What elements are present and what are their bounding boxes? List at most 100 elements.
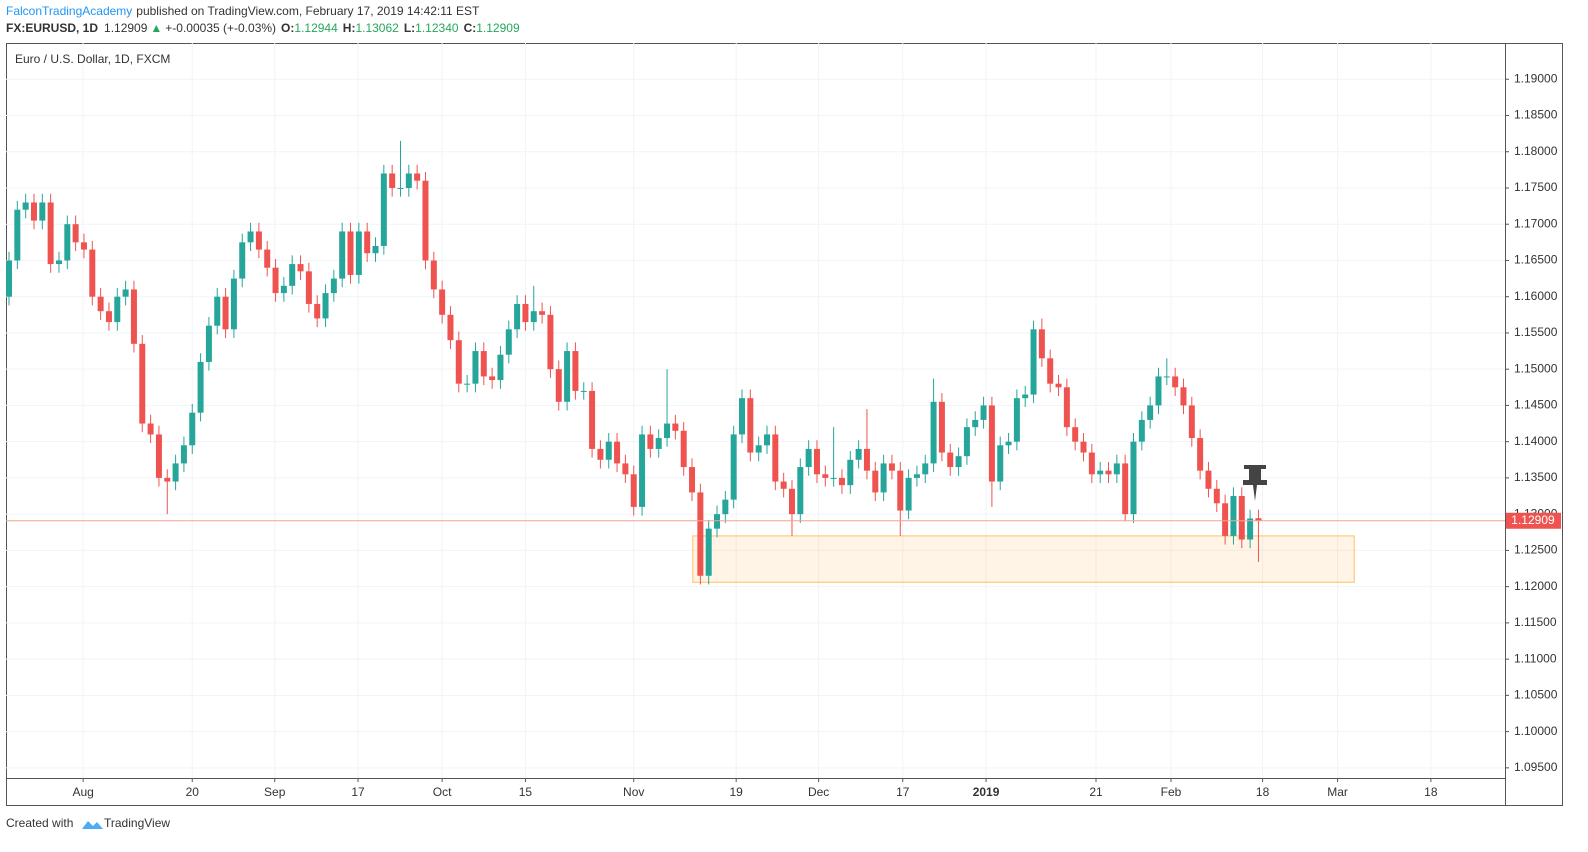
candle-body [705,528,712,576]
y-tick-label: 1.17000 [1514,216,1558,230]
candle-body [264,249,271,268]
candle-body [30,202,37,221]
candle-body [739,398,746,435]
candle-body [155,434,162,478]
y-tick-label: 1.16000 [1514,289,1558,303]
y-tick-label: 1.13500 [1514,470,1558,484]
candle-body [955,456,962,468]
candle-body [922,463,929,475]
candle-body [289,264,296,286]
candle-body [1038,329,1045,359]
candle-body [1105,470,1112,475]
y-tick-label: 1.09500 [1514,760,1558,774]
candle-body [1055,383,1062,388]
candle-body [297,264,304,272]
candle-body [855,448,862,460]
candle-body [439,289,446,315]
candle-body [747,398,754,453]
o-label: O: [281,21,294,35]
published: published on TradingView.com, February 1… [136,4,480,18]
candle-body [314,303,321,319]
candle-body [255,231,262,250]
candle-body [339,231,346,279]
candle-body [938,401,945,453]
x-tick-label: Aug [72,785,93,799]
candle-body [1097,470,1104,475]
candle-body [89,249,96,297]
footer: Created with [6,816,73,830]
candle-body [464,383,471,385]
y-tick-label: 1.10500 [1514,688,1558,702]
candle-body [172,463,179,482]
candle-body [489,376,496,381]
candle-body [1013,398,1020,442]
candle-body [838,477,845,486]
candle-body [1230,496,1237,536]
candle-body [272,267,279,294]
candle-body [730,434,737,500]
x-tick-label: 21 [1089,785,1103,799]
author[interactable]: FalconTradingAcademy [6,4,132,18]
candle-body [247,231,254,243]
pin-icon [1243,465,1267,501]
candle-body [980,405,987,420]
candle-body [564,351,571,402]
candle-body [480,351,487,377]
grid [6,43,1505,778]
candle-body [380,173,387,246]
candle-body [55,260,62,265]
candle-body [863,448,870,471]
candle-body [364,231,371,254]
y-tick-label: 1.17500 [1514,180,1558,194]
candle-body [105,311,112,323]
c: 1.12909 [476,21,520,35]
candle-body [714,514,721,529]
candle-body [430,260,437,290]
candle-body [805,448,812,468]
candle-body [1213,488,1220,504]
y-tick-label: 1.11500 [1514,615,1557,629]
x-tick-label: 20 [186,785,200,799]
candle-body [813,448,820,475]
symbol: FX:EURUSD, 1D [6,21,98,35]
candle-body [1030,329,1037,395]
candle-body [405,173,412,188]
candle-body [1222,503,1229,536]
candle-body [414,173,421,181]
candle-body [788,488,795,515]
candle-body [122,289,129,297]
brand[interactable]: TradingView [104,816,170,830]
logo [82,821,103,829]
candle-body [872,470,879,493]
candle-body [497,354,504,381]
candle-body [822,474,829,478]
x-tick-label: 19 [729,785,743,799]
candle-body [230,278,237,330]
candle-body [522,303,529,323]
candle-body [280,285,287,294]
ohlc-line: FX:EURUSD, 1D 1.12909 ▲ +-0.00035 (+-0.03%)… [6,21,520,35]
candle-body [372,245,379,254]
candle-body [755,445,762,453]
candle-body [897,470,904,511]
x-tick-label: Dec [808,785,829,799]
plot [6,140,1505,585]
candle-body [330,278,337,294]
candle-body [355,231,362,275]
candle-body [605,441,612,460]
candle-body [1238,496,1245,540]
candle-body [1163,376,1170,378]
candle-body [22,202,29,210]
y-tick-label: 1.12500 [1514,543,1558,557]
x-tick-label: 17 [351,785,365,799]
candle-body [14,209,21,261]
candle-body [164,477,171,482]
candle-body [214,296,221,326]
candle-body [988,405,995,482]
candle-body [1047,358,1054,384]
candle-body [797,467,804,515]
candle-body [389,173,396,188]
candle-body [72,224,79,243]
candle-body [1088,452,1095,475]
